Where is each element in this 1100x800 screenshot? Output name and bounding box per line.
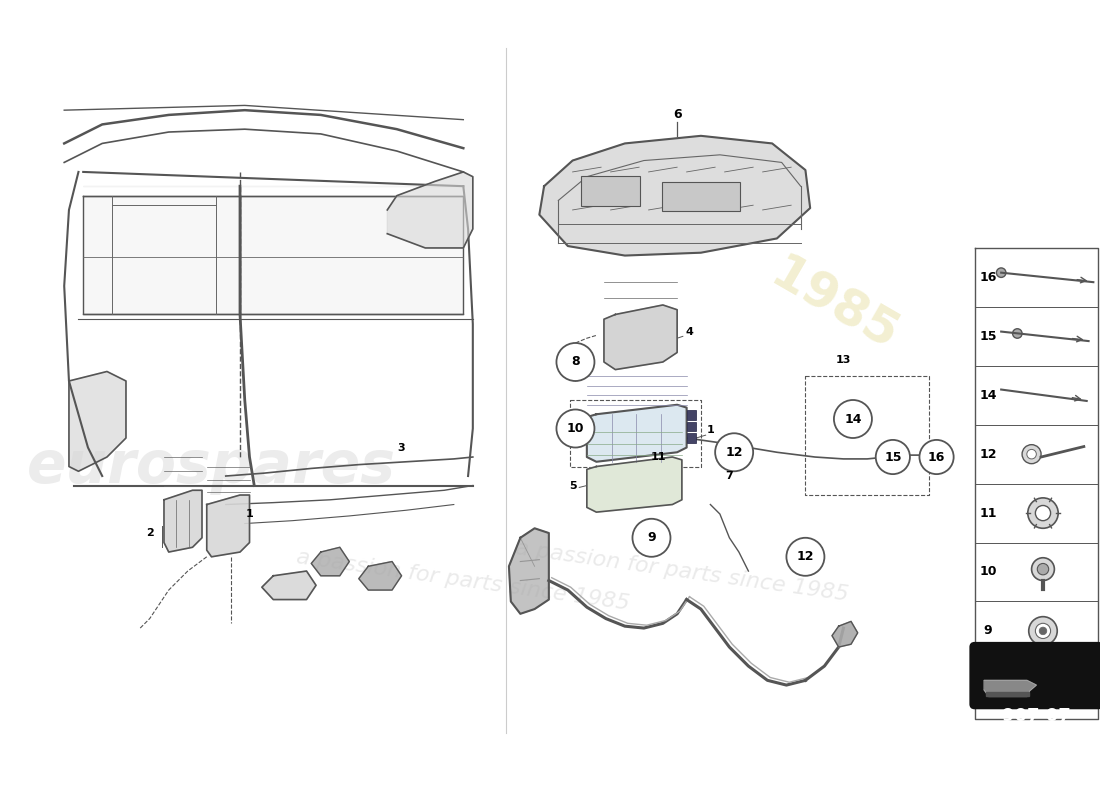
Polygon shape — [587, 457, 682, 512]
Circle shape — [1035, 506, 1050, 521]
Text: 13: 13 — [836, 355, 851, 365]
Circle shape — [1032, 558, 1055, 581]
Polygon shape — [387, 172, 473, 248]
Text: 16: 16 — [928, 450, 945, 463]
Text: 12: 12 — [725, 446, 742, 458]
Text: 2: 2 — [146, 528, 154, 538]
Circle shape — [1022, 445, 1041, 464]
Text: 1985: 1985 — [761, 250, 906, 361]
Bar — [686, 422, 696, 431]
Circle shape — [1026, 450, 1036, 459]
Polygon shape — [262, 571, 316, 599]
Polygon shape — [164, 490, 202, 552]
FancyBboxPatch shape — [971, 643, 1100, 708]
Polygon shape — [311, 547, 350, 576]
Circle shape — [715, 434, 754, 471]
Polygon shape — [84, 196, 240, 314]
Text: 6: 6 — [673, 109, 681, 122]
Text: 10: 10 — [979, 566, 997, 578]
Circle shape — [1027, 498, 1058, 528]
Text: 14: 14 — [979, 389, 997, 402]
Circle shape — [1028, 617, 1057, 645]
Polygon shape — [207, 495, 250, 557]
Polygon shape — [984, 680, 1036, 697]
Text: a passion for parts since 1985: a passion for parts since 1985 — [514, 538, 850, 604]
Text: a passion for parts since 1985: a passion for parts since 1985 — [296, 547, 631, 614]
Circle shape — [557, 343, 594, 381]
Text: 5: 5 — [569, 481, 576, 490]
Text: 7: 7 — [726, 471, 734, 481]
Polygon shape — [832, 622, 858, 647]
Polygon shape — [509, 528, 549, 614]
Text: 8: 8 — [571, 355, 580, 369]
Text: 9: 9 — [983, 625, 992, 638]
Circle shape — [557, 410, 594, 447]
Text: 15: 15 — [884, 450, 902, 463]
Text: 9: 9 — [647, 531, 656, 544]
Circle shape — [1040, 627, 1047, 634]
Circle shape — [834, 400, 872, 438]
Circle shape — [1027, 674, 1058, 705]
Text: 10: 10 — [566, 422, 584, 435]
Text: 16: 16 — [979, 271, 997, 284]
Polygon shape — [539, 136, 811, 255]
Text: 11: 11 — [979, 506, 997, 519]
Text: 11: 11 — [650, 452, 666, 462]
Text: 14: 14 — [844, 413, 861, 426]
Bar — [686, 434, 696, 442]
Text: 3: 3 — [398, 442, 406, 453]
Circle shape — [920, 440, 954, 474]
Text: eurospares: eurospares — [28, 438, 396, 495]
FancyBboxPatch shape — [662, 182, 740, 211]
Text: 12: 12 — [796, 550, 814, 563]
FancyBboxPatch shape — [581, 176, 640, 206]
Text: 907 07: 907 07 — [1002, 707, 1070, 726]
Text: 1: 1 — [706, 426, 714, 435]
Polygon shape — [587, 405, 686, 462]
Circle shape — [1038, 685, 1047, 694]
Circle shape — [876, 440, 910, 474]
Text: 8: 8 — [983, 683, 992, 696]
Circle shape — [1013, 329, 1022, 338]
Circle shape — [1034, 680, 1053, 699]
Polygon shape — [69, 371, 126, 471]
Circle shape — [1037, 563, 1048, 575]
Text: 12: 12 — [979, 448, 997, 461]
Circle shape — [786, 538, 824, 576]
Text: 1: 1 — [245, 509, 253, 519]
Polygon shape — [359, 562, 402, 590]
Circle shape — [632, 518, 671, 557]
Bar — [686, 410, 696, 420]
Polygon shape — [240, 196, 463, 314]
Text: 4: 4 — [685, 326, 693, 337]
Circle shape — [997, 268, 1005, 278]
Text: 15: 15 — [979, 330, 997, 343]
Circle shape — [1035, 623, 1050, 638]
Polygon shape — [986, 692, 1028, 697]
Polygon shape — [604, 305, 678, 370]
